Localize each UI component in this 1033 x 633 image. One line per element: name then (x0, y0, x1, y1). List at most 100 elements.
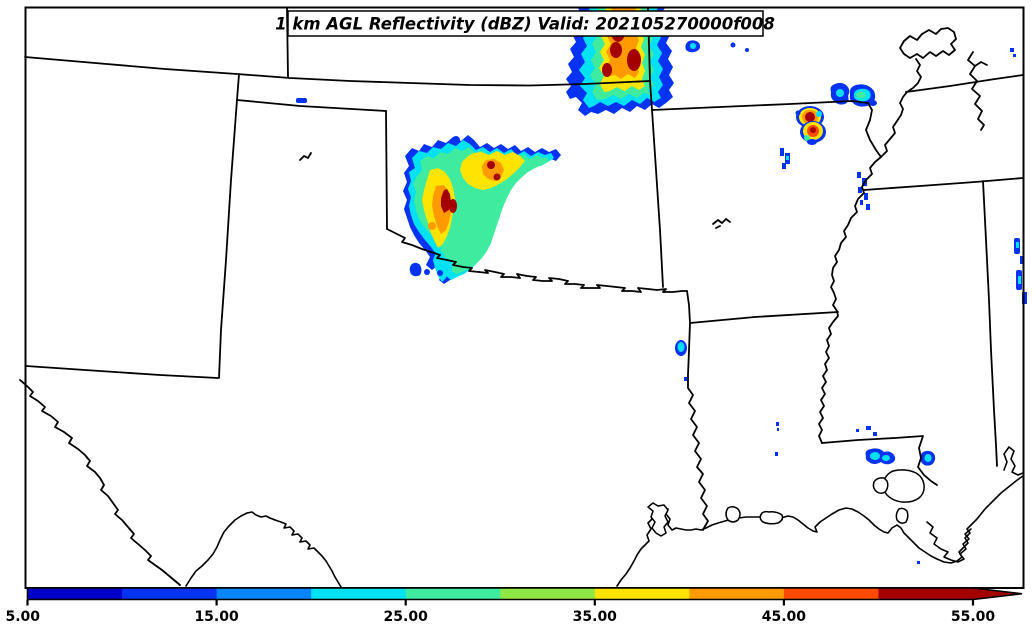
echo-speck (795, 110, 801, 116)
echo-speck (776, 422, 779, 426)
calcasieu-lake (759, 510, 784, 525)
echo-speck (856, 429, 859, 432)
echo-speck (782, 163, 786, 169)
small-river-mark-ar (712, 217, 731, 225)
colorbar-segment (594, 588, 690, 600)
border-tx-ok-100w (385, 110, 388, 230)
tennessee-river-fork (974, 61, 988, 67)
echo-speck (857, 172, 861, 178)
echo-green (804, 135, 810, 141)
border-ky-tn (905, 74, 1024, 93)
colorbar-tick-label: 15.00 (194, 609, 239, 625)
border-37n-ks-ok (24, 56, 651, 87)
lake-pontchartrain (882, 469, 925, 503)
border-ar-la-33n (689, 311, 839, 324)
colorbar-segment (405, 588, 501, 600)
echo-cyan-fragment (690, 43, 696, 49)
echo-speck (858, 187, 862, 193)
echo-speck (873, 432, 877, 436)
echo-red-core (602, 63, 612, 77)
colorbar-segment (500, 588, 596, 600)
mississippi-river (818, 58, 922, 444)
colorbar-segment (27, 588, 123, 600)
echo-speck (780, 148, 784, 156)
echo-blue (869, 100, 877, 106)
echo-red-core (441, 189, 451, 213)
echo-speck (860, 200, 863, 205)
echo-speck (730, 42, 736, 48)
echo-cyan (677, 342, 685, 352)
echo-red-core (493, 173, 501, 181)
echo-blue (807, 139, 817, 145)
colorbar-segment (311, 588, 407, 600)
echo-speck (296, 98, 307, 103)
colorbar-segment (878, 588, 974, 600)
echo-speck (424, 269, 430, 275)
echo-speck (917, 561, 920, 564)
echo-speck (775, 452, 778, 456)
echo-red-core (610, 42, 622, 58)
echo-speck (866, 426, 871, 430)
colorbar-tick-label: 5.00 (6, 609, 41, 625)
state-border-layer (19, 7, 1024, 586)
echo-speck (786, 156, 789, 160)
tennessee-river (967, 51, 985, 131)
gulf-coast-east (616, 475, 1024, 587)
border-nm-tx-103w (218, 73, 240, 379)
border-tn-ms-35n (863, 177, 1024, 191)
border-ok-panhandle-south (236, 99, 387, 112)
border-ok-ar (649, 80, 664, 288)
storm-oklahoma (403, 135, 561, 284)
border-mo-ar (651, 100, 882, 158)
echo-speck (1018, 276, 1021, 284)
border-tx-ar-la-sabine (686, 290, 709, 531)
echo-cyan (924, 454, 932, 462)
storm-arkansas (780, 82, 877, 169)
echo-speck (864, 193, 868, 200)
border-la-ms-31n-pearl (821, 435, 938, 486)
lake-pontchartrain-lobe (872, 477, 889, 495)
colorbar-over-arrow (973, 588, 1022, 600)
echo-speck (684, 377, 687, 381)
echo-speck (1013, 54, 1016, 57)
colorbar: 5.00 15.00 25.00 35.00 45.00 55.00 (6, 587, 1023, 625)
echo-blue-spike (452, 136, 460, 144)
echo-red-core (487, 161, 495, 169)
echo-speck (437, 270, 443, 276)
colorbar-segment (216, 588, 312, 600)
marsh-delta-squiggle (926, 521, 972, 563)
echo-blue-fragment (409, 262, 422, 277)
colorbar-segment (122, 588, 218, 600)
rio-grande (19, 379, 181, 586)
echo-cyan (882, 455, 890, 461)
border-ms-al (982, 180, 998, 467)
border-co-ks (286, 7, 289, 78)
echo-green (856, 91, 866, 99)
colorbar-tick-label: 25.00 (384, 609, 429, 625)
echo-speck (866, 204, 870, 210)
colorbar-tick-label: 45.00 (762, 609, 807, 625)
lake-salvador (895, 507, 909, 524)
echo-cyan (836, 89, 844, 97)
red-river-tx-ok (386, 228, 688, 293)
colorbar-outline (26, 587, 1023, 601)
echo-speck (777, 428, 779, 431)
colorbar-segment (689, 588, 785, 600)
echo-red-core (810, 127, 816, 133)
echo-speck (745, 48, 749, 52)
echo-speck (1010, 48, 1014, 52)
mobile-bay (1003, 446, 1024, 476)
colorbar-tick-label: 35.00 (573, 609, 618, 625)
small-river-mark-nm (299, 152, 312, 161)
echo-red-core (449, 199, 457, 213)
echo-orange-spot (428, 222, 436, 230)
echo-cyan (816, 111, 822, 117)
gulf-coast-texas-west (185, 511, 342, 588)
title-box: 1 km AGL Reflectivity (dBZ) Valid: 20210… (275, 10, 775, 37)
title-background (287, 10, 764, 37)
colorbar-segment (783, 588, 879, 600)
radar-echo-layer (296, 8, 1027, 564)
coastline-layer (185, 446, 1024, 588)
echo-red-core (627, 49, 641, 71)
